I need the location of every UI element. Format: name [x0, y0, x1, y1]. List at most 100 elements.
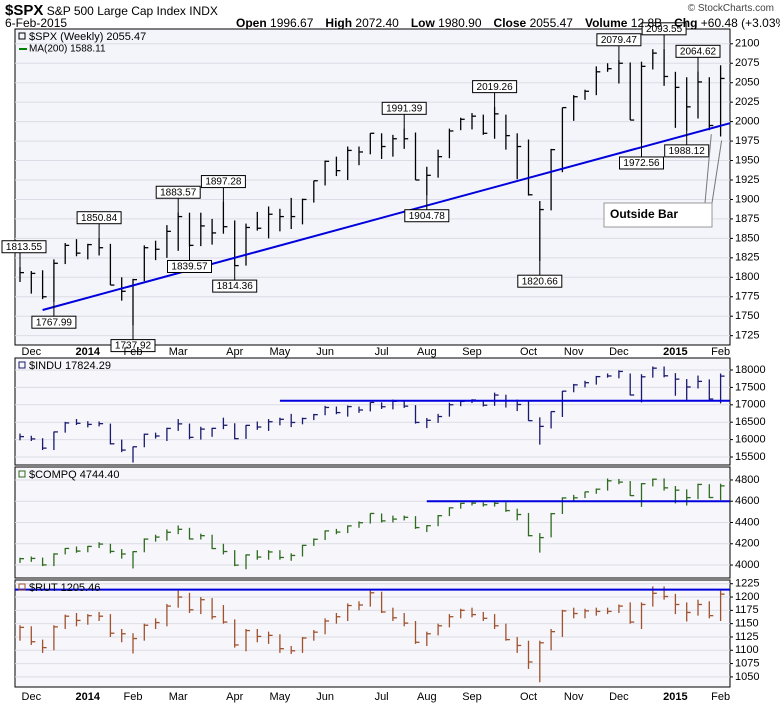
legend-icon [18, 32, 26, 40]
y-tick-label: 2000 [735, 116, 759, 128]
price-label: 2064.62 [680, 46, 717, 57]
x-tick-label: 2014 [76, 691, 101, 703]
label-box [517, 274, 563, 288]
y-tick-label: 16000 [735, 434, 766, 446]
y-tick-label: 15500 [735, 451, 766, 463]
label-box [200, 175, 246, 189]
x-tick-label: Dec [22, 691, 42, 703]
y-tick-label: 2100 [735, 38, 759, 50]
header-date-row: 6-Feb-2015 [5, 16, 67, 30]
x-tick-label: Jun [316, 691, 334, 703]
label-box [472, 80, 518, 94]
y-tick-label: 4600 [735, 495, 759, 507]
legend: $RUT 1205.46 [29, 582, 100, 594]
stat: Close 2055.47 [494, 16, 579, 30]
stat: High 2072.40 [325, 16, 404, 30]
stat-label: High [325, 16, 353, 30]
price-label: 1814.36 [217, 281, 254, 292]
stat-value: 12.8B [630, 16, 663, 30]
callout-leader [711, 140, 723, 204]
legend: $SPX (Weekly) 2055.47 [29, 31, 146, 43]
label-box [212, 279, 258, 293]
label-box [596, 33, 642, 47]
y-tick-label: 4800 [735, 474, 759, 486]
y-tick-label: 1925 [735, 174, 759, 186]
y-tick-label: 17500 [735, 381, 766, 393]
y-tick-label: 1175 [735, 604, 759, 616]
stat: Volume 12.8B [585, 16, 668, 30]
price-label: 1897.28 [205, 177, 242, 188]
x-tick-label: Apr [226, 691, 243, 703]
y-tick-label: 1150 [735, 618, 759, 630]
x-tick-label: Dec [609, 691, 629, 703]
stat-value: +60.48 (+3.03%) [700, 16, 780, 30]
label-box [404, 209, 450, 223]
date: 6-Feb-2015 [5, 16, 68, 30]
stat-label: Low [410, 16, 435, 30]
x-tick-label: Oct [520, 691, 537, 703]
x-tick-label: Jul [375, 346, 389, 358]
ma-legend: MA(200) 1588.11 [29, 44, 106, 55]
price-label: 2019.26 [477, 82, 514, 93]
y-tick-label: 1050 [735, 671, 759, 683]
stat-label: Close [493, 16, 527, 30]
price-label: 1850.84 [81, 213, 118, 224]
label-box [381, 101, 427, 115]
y-tick-label: 16500 [735, 416, 766, 428]
stat-value: 1996.67 [270, 16, 314, 30]
y-tick-label: 1075 [735, 657, 759, 669]
legend: $INDU 17824.29 [29, 360, 111, 372]
y-tick-label: 1825 [735, 252, 759, 264]
price-label: 1839.57 [171, 262, 208, 273]
callout-text: Outside Bar [610, 207, 678, 221]
x-tick-label: Nov [564, 346, 584, 358]
y-tick-label: 1225 [735, 578, 759, 590]
x-tick-label: Aug [417, 691, 437, 703]
label-box [1, 240, 47, 254]
x-tick-label: Aug [417, 346, 437, 358]
x-tick-label: Feb [711, 346, 730, 358]
price-label: 1988.12 [669, 146, 706, 157]
legend-icon [18, 470, 26, 478]
x-tick-label: Dec [22, 346, 42, 358]
price-label: 1767.99 [36, 317, 73, 328]
x-tick-label: Feb [124, 691, 143, 703]
legend-icon [18, 361, 26, 369]
x-tick-label: 2015 [663, 691, 687, 703]
label-box [110, 339, 156, 353]
index-name: S&P 500 Large Cap Index [46, 4, 186, 18]
panel [14, 28, 731, 346]
y-tick-label: 1850 [735, 232, 759, 244]
price-label: 1820.66 [522, 276, 559, 287]
y-tick-label: 4000 [735, 559, 759, 571]
x-tick-label: Sep [462, 346, 482, 358]
stat-value: 2072.40 [355, 16, 399, 30]
label-box [619, 156, 664, 170]
stat: Chg +60.48 (+3.03%) [674, 16, 780, 30]
price-label: 1737.92 [115, 341, 152, 352]
price-label: 1904.78 [409, 211, 446, 222]
stat-value: 2055.47 [529, 16, 573, 30]
x-tick-label: May [270, 691, 291, 703]
label-box [675, 44, 721, 58]
y-tick-label: 1100 [735, 644, 759, 656]
stat: Open 1996.67 [236, 16, 319, 30]
x-tick-label: 2015 [663, 346, 687, 358]
callout-box [603, 202, 713, 228]
price-label: 1883.57 [160, 187, 197, 198]
x-tick-label: Feb [711, 691, 730, 703]
price-label: 2079.47 [601, 35, 638, 46]
y-tick-label: 4200 [735, 538, 759, 550]
x-tick-label: Dec [609, 346, 629, 358]
label-box [31, 315, 77, 329]
y-tick-label: 1200 [735, 591, 759, 603]
y-tick-label: 2050 [735, 77, 759, 89]
label-box [155, 185, 201, 199]
stat-value: 1980.90 [438, 16, 482, 30]
x-tick-label: May [270, 346, 291, 358]
legend-icon [18, 583, 26, 591]
panel [14, 579, 731, 688]
y-tick-label: 4400 [735, 516, 759, 528]
